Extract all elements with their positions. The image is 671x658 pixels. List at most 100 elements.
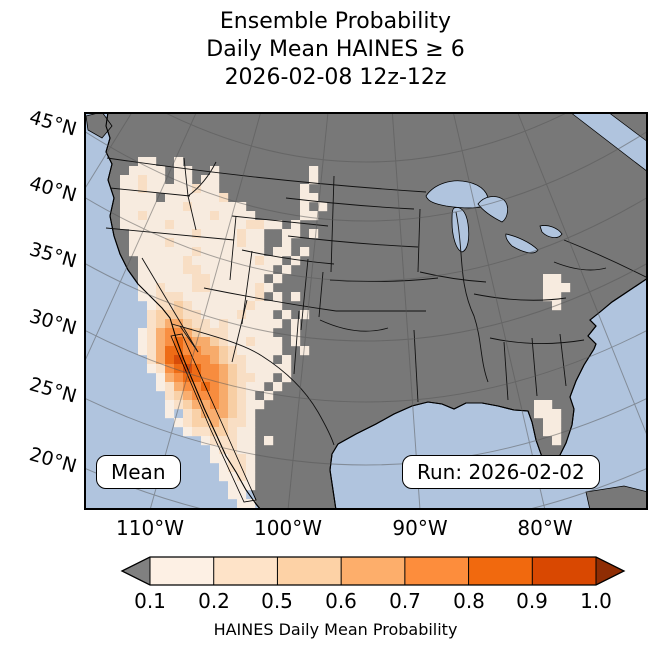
probability-cell	[183, 202, 193, 212]
probability-cell	[147, 193, 157, 203]
probability-cell	[264, 364, 274, 374]
probability-cell	[147, 157, 157, 167]
probability-cell	[138, 283, 148, 293]
probability-cell	[246, 499, 256, 509]
probability-cell	[246, 454, 256, 464]
graticule-meridian	[84, 112, 197, 365]
probability-cell	[210, 382, 220, 392]
probability-cell	[219, 373, 229, 383]
probability-cell	[192, 319, 202, 329]
probability-cell	[246, 418, 256, 428]
probability-overlay-layer	[120, 157, 571, 509]
state-border	[417, 208, 421, 273]
probability-cell	[156, 184, 166, 194]
chart-title-line3: 2026-02-08 12z-12z	[224, 65, 447, 90]
probability-cell	[192, 301, 202, 311]
probability-cell	[237, 211, 247, 221]
state-border	[231, 299, 248, 363]
coastline-overlay	[105, 112, 648, 510]
probability-cell	[255, 292, 265, 302]
state-border	[203, 287, 337, 312]
probability-cell	[165, 202, 175, 212]
probability-cell	[210, 328, 220, 338]
probability-cell	[228, 436, 238, 446]
state-border	[229, 215, 237, 281]
probability-cell	[282, 364, 292, 374]
probability-cell	[147, 184, 157, 194]
probability-cell	[219, 238, 229, 248]
statistic-box: Mean	[96, 455, 181, 489]
probability-cell	[237, 427, 247, 437]
probability-cell	[273, 292, 283, 302]
probability-cell	[237, 499, 247, 509]
probability-cell	[165, 400, 175, 410]
lat-label-35n: 35°N	[26, 238, 80, 273]
probability-cell	[210, 220, 220, 230]
probability-cell	[219, 454, 229, 464]
probability-cell	[255, 274, 265, 284]
colorbar	[120, 556, 626, 586]
state-border	[187, 161, 217, 197]
probability-cell	[210, 292, 220, 302]
probability-cell	[192, 364, 202, 374]
probability-cell	[210, 373, 220, 383]
probability-cell	[174, 157, 184, 167]
probability-cell	[534, 400, 544, 410]
probability-cell	[264, 373, 274, 383]
probability-cell	[201, 265, 211, 275]
graticule-parallel	[84, 262, 648, 342]
state-border	[330, 175, 335, 273]
probability-cell	[174, 319, 184, 329]
lon-label-100w: 100°W	[254, 516, 322, 540]
colorbar-tick: 0.8	[453, 589, 485, 613]
probability-cell	[282, 247, 292, 257]
probability-cell	[246, 400, 256, 410]
probability-cell	[129, 166, 139, 176]
probability-cell	[255, 247, 265, 257]
probability-cell	[147, 283, 157, 293]
probability-cell	[192, 355, 202, 365]
probability-cell	[183, 409, 193, 419]
probability-cell	[264, 355, 274, 365]
state-border	[318, 271, 324, 318]
probability-cell	[156, 265, 166, 275]
probability-cell	[255, 220, 265, 230]
probability-cell	[138, 292, 148, 302]
probability-cell	[201, 283, 211, 293]
probability-cell	[156, 274, 166, 284]
chart-title-line1: Ensemble Probability	[219, 9, 452, 34]
probability-cell	[156, 337, 166, 347]
probability-cell	[192, 256, 202, 266]
probability-cell	[282, 265, 292, 275]
probability-cell	[219, 436, 229, 446]
probability-cell	[201, 400, 211, 410]
probability-cell	[264, 391, 274, 401]
probability-cell	[255, 382, 265, 392]
probability-cell	[138, 247, 148, 257]
probability-cell	[219, 409, 229, 419]
probability-cell	[291, 256, 301, 266]
colorbar-over-arrow	[596, 557, 624, 585]
probability-cell	[174, 274, 184, 284]
probability-cell	[246, 328, 256, 338]
map-frame	[84, 112, 648, 510]
probability-cell	[255, 283, 265, 293]
probability-cell	[165, 391, 175, 401]
probability-cell	[237, 337, 247, 347]
probability-cell	[264, 265, 274, 275]
probability-cell	[201, 193, 211, 203]
probability-cell	[228, 400, 238, 410]
probability-cell	[552, 274, 562, 284]
probability-cell	[147, 256, 157, 266]
probability-cell	[228, 238, 238, 248]
probability-cell	[210, 418, 220, 428]
probability-cell	[264, 436, 274, 446]
probability-cell	[237, 409, 247, 419]
probability-cell	[165, 256, 175, 266]
probability-cell	[129, 211, 139, 221]
probability-cell	[156, 283, 166, 293]
probability-cell	[174, 193, 184, 203]
probability-cell	[138, 202, 148, 212]
probability-cell	[183, 283, 193, 293]
probability-cell	[228, 454, 238, 464]
